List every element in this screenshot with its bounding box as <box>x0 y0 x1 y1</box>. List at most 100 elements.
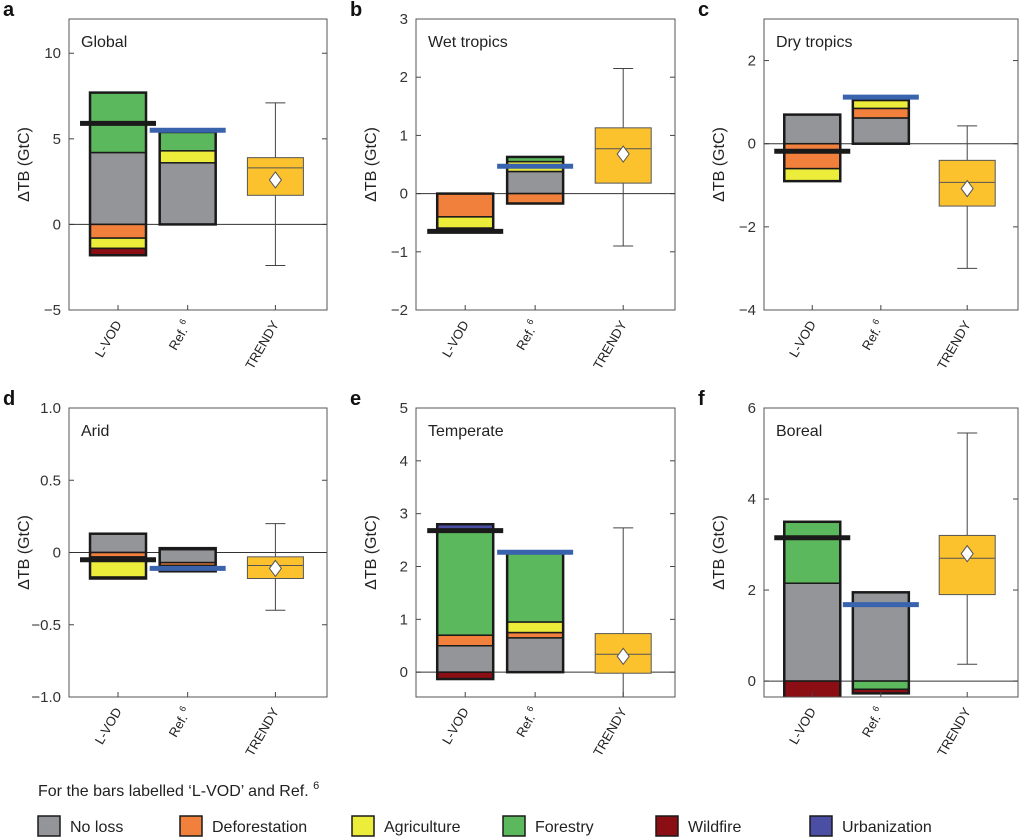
bar-segment-no-loss <box>506 637 564 673</box>
ref-bar <box>149 127 226 226</box>
ref-bar <box>149 546 226 573</box>
legend-label: Deforestation <box>212 819 307 836</box>
x-tick-label: L-VOD <box>439 705 472 747</box>
bar-segment-no-loss <box>506 170 564 195</box>
lvod-bar <box>774 113 851 183</box>
y-tick-label: 3 <box>400 506 408 523</box>
x-tick-label: Ref. 6 <box>857 317 887 353</box>
panel-letter: e <box>350 388 361 410</box>
bar-segment-agriculture <box>436 216 494 230</box>
panel-letter: c <box>698 0 709 21</box>
y-tick-label: −0.5 <box>31 617 61 634</box>
y-tick-label: 0 <box>400 186 408 203</box>
y-axis-label: ΔTB (GtC) <box>363 515 380 590</box>
legend-label: Agriculture <box>384 819 461 836</box>
bar-segment-no-loss <box>89 151 147 226</box>
legend: For the bars labelled ‘L-VOD’ and Ref. 6… <box>37 780 932 837</box>
superscript: 6 <box>313 780 319 792</box>
bar-segment-forestry <box>852 680 910 691</box>
plot-area <box>764 94 1018 269</box>
plot-area <box>416 522 675 697</box>
ref-bar <box>842 94 919 145</box>
ref-bar <box>497 549 574 674</box>
legend-item: Agriculture <box>351 815 461 837</box>
y-tick-label: 1.0 <box>40 400 61 417</box>
lvod-bar <box>80 532 157 580</box>
y-tick-label: −5 <box>44 302 61 319</box>
plot-area <box>416 67 675 247</box>
superscript: 6 <box>523 317 535 329</box>
x-tick-label: L-VOD <box>92 705 125 747</box>
x-tick-label: L-VOD <box>786 318 819 360</box>
y-tick-label: −1 <box>391 244 408 261</box>
x-tick-label: TRENDY <box>590 318 630 372</box>
x-tick-label: TRENDY <box>934 318 974 372</box>
bar-outline <box>505 155 565 205</box>
superscript: 6 <box>869 704 881 716</box>
legend-swatch <box>351 815 375 837</box>
bar-segment-deforestation <box>783 142 842 170</box>
legend-item: Deforestation <box>179 815 307 837</box>
legend-swatch <box>179 815 203 837</box>
trendy-box <box>938 432 996 665</box>
bar-outline <box>783 113 842 183</box>
y-tick-label: 0 <box>748 136 756 153</box>
mean-marker <box>616 647 630 666</box>
plot-frame <box>68 18 328 311</box>
y-tick-label: 0.5 <box>40 472 61 489</box>
plot-frame <box>68 407 328 698</box>
y-axis-label: ΔTB (GtC) <box>16 127 33 202</box>
x-tick-label: TRENDY <box>242 705 282 759</box>
bar-outline <box>435 192 495 230</box>
panel-letter: b <box>350 0 362 21</box>
y-tick-label: −2 <box>391 302 408 319</box>
y-tick-label: 6 <box>748 400 756 417</box>
bar-segment-no-loss <box>852 117 910 145</box>
bar-segment-no-loss <box>783 582 842 682</box>
x-tick-label: L-VOD <box>786 705 819 747</box>
bar-segment-forestry <box>436 528 494 636</box>
superscript: 6 <box>869 317 881 329</box>
iqr-box <box>938 534 996 596</box>
mean-marker <box>960 179 974 198</box>
bar-segment-no-loss <box>158 162 217 226</box>
bar-outline <box>435 522 495 681</box>
legend-label: Wildfire <box>688 819 741 836</box>
superscript: 6 <box>176 704 188 716</box>
trendy-box <box>246 102 304 266</box>
legend-label: No loss <box>70 819 123 836</box>
panel-title: Global <box>81 34 127 51</box>
panel-b: b Wet tropics ΔTB (GtC) −2 −1 0 1 2 3 L-VOD Ref. 6… <box>350 0 676 372</box>
bar-segment-agriculture <box>158 150 217 164</box>
legend-item: Forestry <box>502 815 594 837</box>
bar-segment-agriculture <box>783 167 842 182</box>
superscript: 6 <box>523 704 535 716</box>
bar-segment-deforestation <box>436 634 494 647</box>
panel-f: f Boreal ΔTB (GtC) 0 2 4 6 L-VOD Ref. 6 TRENDY <box>698 388 1019 759</box>
panel-title: Wet tropics <box>428 34 508 51</box>
bar-outline <box>158 546 217 573</box>
plot-frame <box>763 407 1019 698</box>
bar-outline <box>851 98 911 145</box>
trendy-box <box>594 67 652 247</box>
panel-title: Dry tropics <box>776 34 852 51</box>
y-axis-label: ΔTB (GtC) <box>16 515 33 590</box>
y-tick-label: 5 <box>400 400 408 417</box>
bar-segment-deforestation <box>89 223 147 239</box>
trendy-box <box>594 527 652 697</box>
bar-outline <box>783 520 842 697</box>
bar-segment-agriculture <box>506 621 564 634</box>
x-tick-label: TRENDY <box>242 318 282 372</box>
lvod-bar <box>427 192 504 234</box>
legend-label: Urbanization <box>842 819 932 836</box>
y-axis-label: ΔTB (GtC) <box>711 127 728 202</box>
bar-outline <box>88 91 148 257</box>
x-tick-label: Ref. 6 <box>857 704 887 740</box>
mean-marker <box>616 145 630 163</box>
panel-c: c Dry tropics ΔTB (GtC) −4 −2 0 2 L-VOD Ref. 6 TR… <box>698 0 1019 372</box>
mean-marker <box>960 544 974 563</box>
x-tick-label: Ref. 6 <box>164 704 194 740</box>
plot-frame <box>763 18 1019 311</box>
x-tick-label: Ref. 6 <box>511 704 541 740</box>
trendy-box <box>246 523 304 611</box>
